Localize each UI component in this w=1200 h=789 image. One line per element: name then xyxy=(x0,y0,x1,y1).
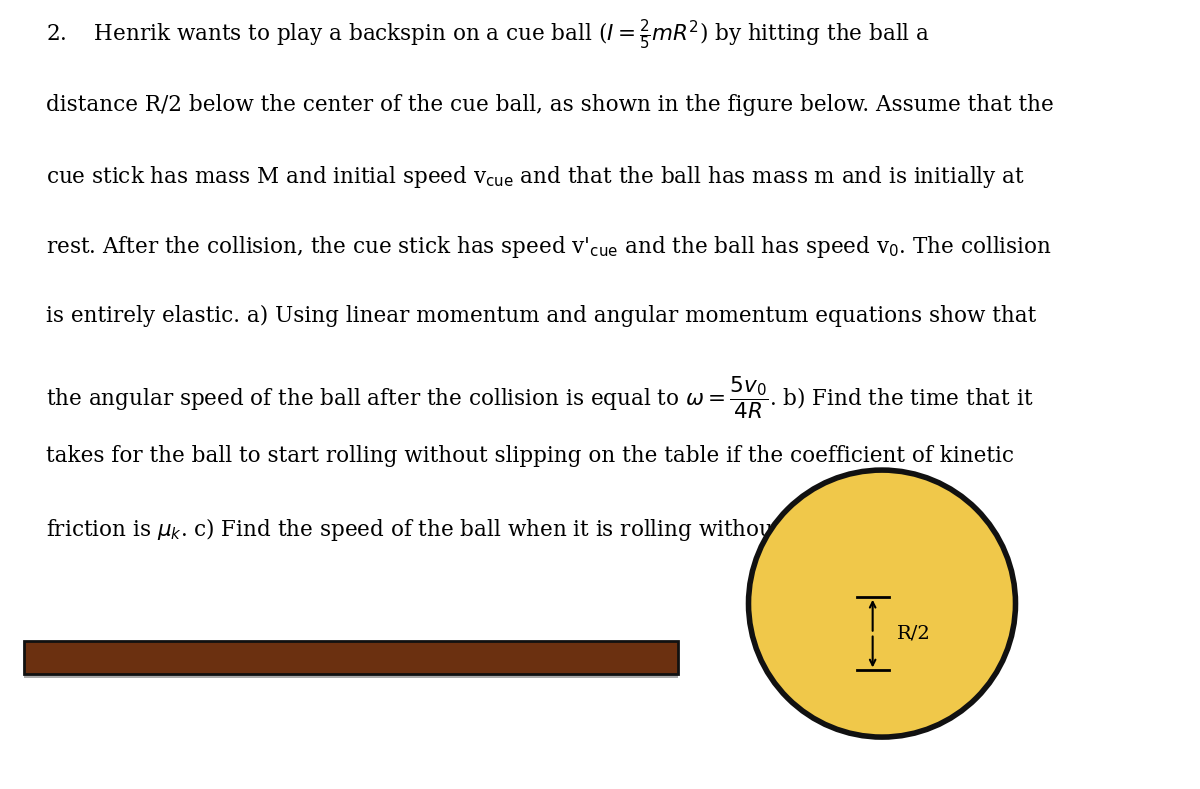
Text: distance R/2 below the center of the cue ball, as shown in the figure below. Ass: distance R/2 below the center of the cue… xyxy=(46,94,1054,116)
Text: the angular speed of the ball after the collision is equal to $\omega = \dfrac{5: the angular speed of the ball after the … xyxy=(46,375,1033,421)
Text: cue stick has mass M and initial speed v$_\mathrm{cue}$ and that the ball has ma: cue stick has mass M and initial speed v… xyxy=(46,164,1025,190)
Text: R/2: R/2 xyxy=(896,625,930,642)
Text: 2.    Henrik wants to play a backspin on a cue ball ($I = \frac{2}{5}mR^2$) by h: 2. Henrik wants to play a backspin on a … xyxy=(46,17,930,52)
Text: rest. After the collision, the cue stick has speed v'$_\mathrm{cue}$ and the bal: rest. After the collision, the cue stick… xyxy=(46,234,1051,260)
Text: takes for the ball to start rolling without slipping on the table if the coeffic: takes for the ball to start rolling with… xyxy=(46,445,1014,467)
Bar xyxy=(24,641,678,674)
Circle shape xyxy=(749,470,1015,737)
Text: friction is $\mu_k$. c) Find the speed of the ball when it is rolling without sl: friction is $\mu_k$. c) Find the speed o… xyxy=(46,515,881,543)
Bar xyxy=(24,674,678,679)
Text: is entirely elastic. a) Using linear momentum and angular momentum equations sho: is entirely elastic. a) Using linear mom… xyxy=(46,305,1036,327)
